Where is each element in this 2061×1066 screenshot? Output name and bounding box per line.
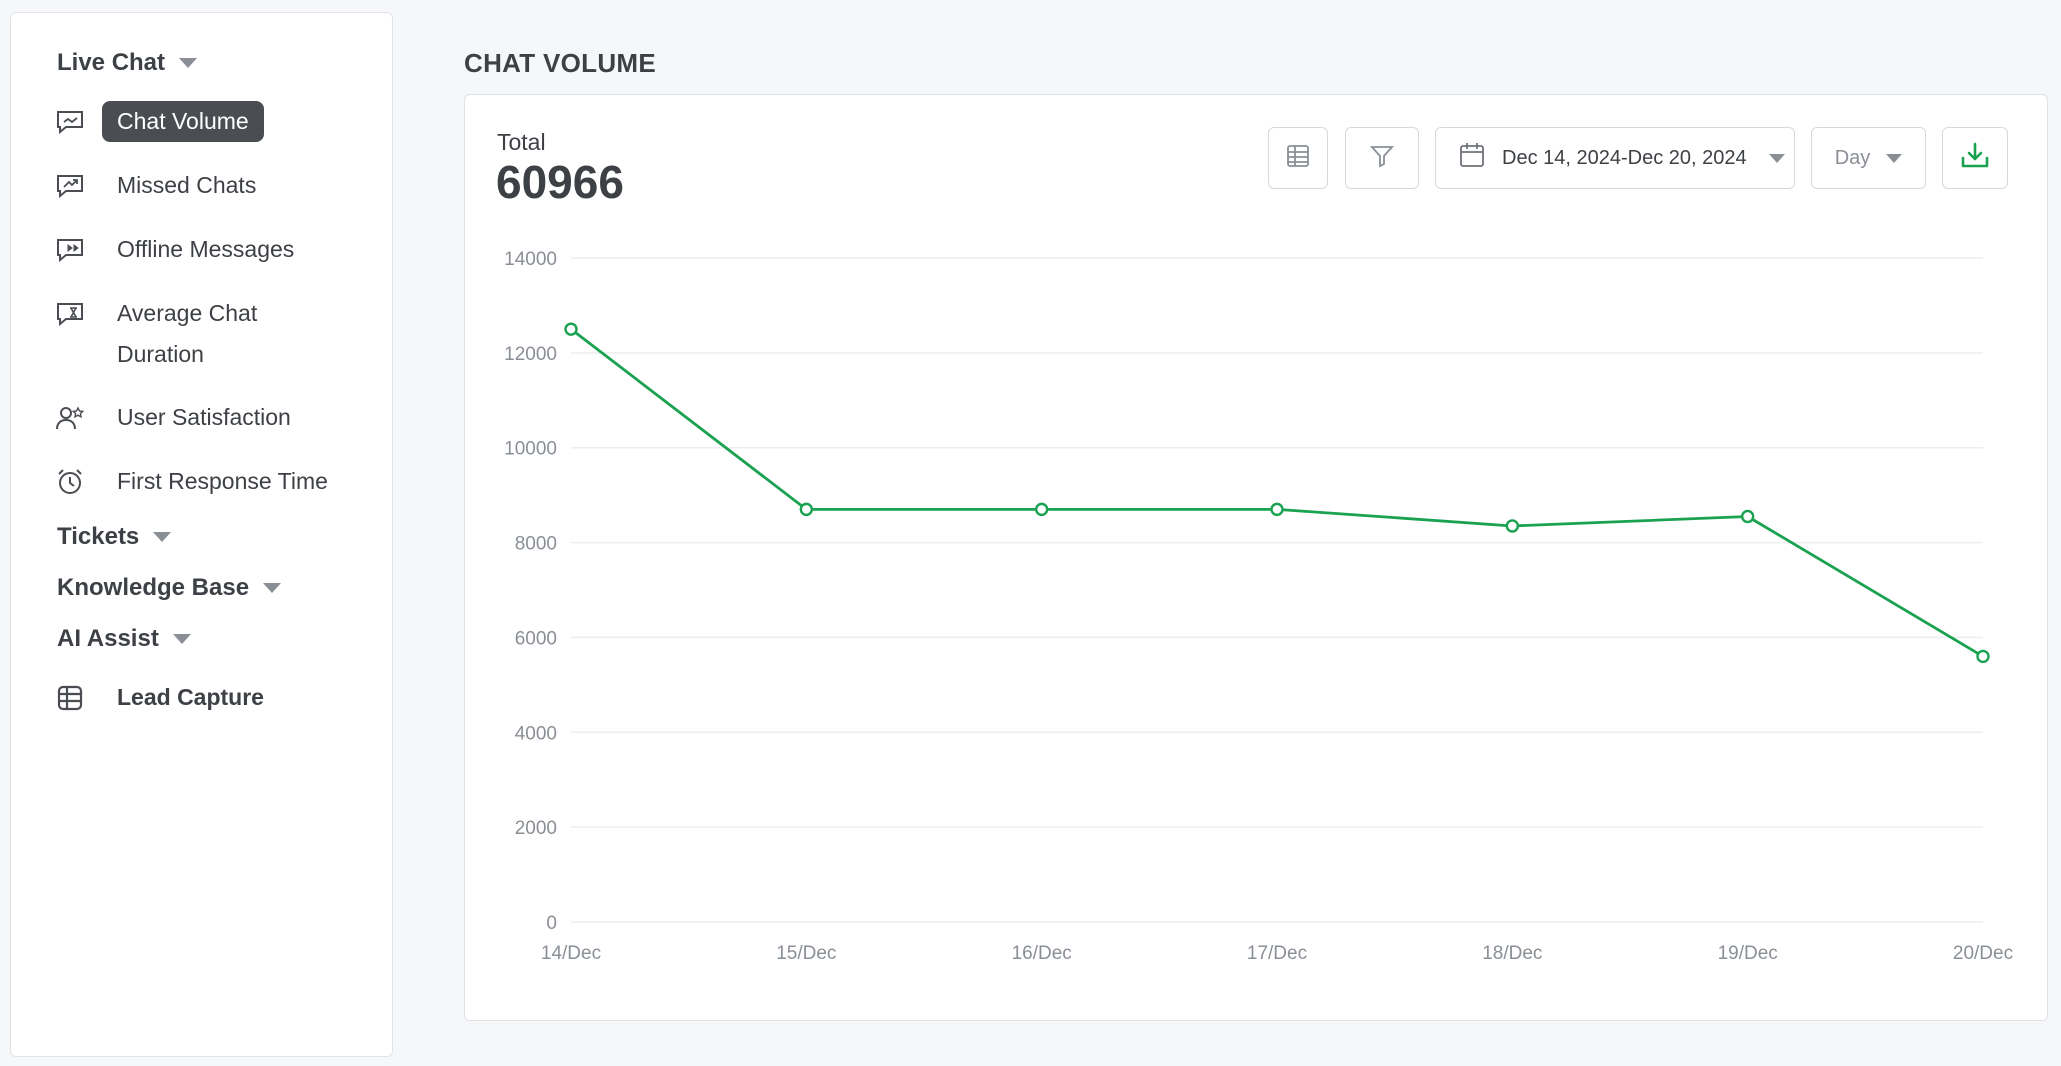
user-star-icon (53, 401, 87, 435)
y-tick-label: 10000 (504, 439, 557, 460)
table-icon (1285, 143, 1311, 174)
download-button[interactable] (1942, 127, 2008, 189)
chevron-down-icon (172, 634, 191, 644)
y-tick-label: 0 (546, 913, 557, 934)
x-tick-label: 15/Dec (776, 943, 836, 964)
series-line (570, 328, 1984, 658)
x-tick-label: 19/Dec (1718, 943, 1778, 964)
chat-volume-icon (53, 105, 87, 139)
sidebar-item-label: Chat Volume (102, 101, 264, 142)
table-view-button[interactable] (1268, 127, 1328, 189)
data-point (564, 322, 578, 336)
y-tick-label: 2000 (515, 818, 557, 839)
group-tickets[interactable]: Tickets (57, 523, 172, 551)
sidebar: Live Chat Chat Volume Missed Chats Offli… (10, 12, 393, 1057)
x-tick-label: 17/Dec (1247, 943, 1307, 964)
table-icon (53, 681, 87, 715)
chevron-down-icon (1768, 153, 1785, 163)
chevron-down-icon (1886, 153, 1903, 163)
sidebar-item-label: Average Chat Duration (117, 300, 258, 367)
sidebar-item-user-satisfaction[interactable]: User Satisfaction (53, 401, 291, 438)
download-icon (1959, 140, 1991, 177)
data-point (1976, 649, 1990, 664)
offline-messages-icon (53, 233, 87, 267)
missed-chats-icon (53, 169, 87, 203)
x-tick-label: 16/Dec (1012, 943, 1072, 964)
chat-volume-line-chart: 0 2000 4000 6000 8000 10000 12000 14000 14/Dec 15… (504, 249, 2013, 964)
data-point (1740, 509, 1755, 524)
x-tick-label: 14/Dec (541, 943, 601, 964)
y-tick-label: 12000 (504, 344, 557, 365)
sidebar-item-lead-capture[interactable]: Lead Capture (53, 681, 264, 718)
chevron-down-icon (179, 58, 198, 68)
chevron-down-icon (153, 532, 172, 542)
granularity-select[interactable]: Day (1811, 127, 1926, 189)
chart-card: Total 60966 Dec 14, 2024-Dec 20, 2024 Da… (464, 94, 2048, 1021)
chevron-down-icon (263, 583, 282, 593)
filter-icon (1369, 143, 1395, 174)
sidebar-item-label: First Response Time (117, 468, 328, 494)
granularity-value: Day (1834, 146, 1871, 169)
date-range-value: Dec 14, 2024-Dec 20, 2024 (1502, 146, 1747, 169)
alarm-clock-icon (53, 465, 87, 499)
hourglass-chat-icon (53, 297, 87, 331)
group-tickets-label: Tickets (57, 523, 140, 550)
sidebar-item-first-response-time[interactable]: First Response Time (53, 465, 328, 502)
group-knowledge-base-label: Knowledge Base (57, 574, 250, 601)
total-value: 60966 (496, 156, 624, 208)
sidebar-item-offline-messages[interactable]: Offline Messages (53, 233, 294, 270)
filter-button[interactable] (1345, 127, 1419, 189)
group-knowledge-base[interactable]: Knowledge Base (57, 574, 282, 602)
sidebar-item-missed-chats[interactable]: Missed Chats (53, 169, 256, 206)
data-point (1270, 502, 1284, 517)
sidebar-item-average-chat-duration[interactable]: Average Chat Duration (53, 297, 317, 375)
data-point (1505, 519, 1520, 533)
data-point (1034, 502, 1049, 517)
sidebar-item-chat-volume[interactable]: Chat Volume (53, 101, 264, 142)
data-point (799, 502, 814, 517)
sidebar-item-label: Missed Chats (117, 172, 257, 198)
y-tick-label: 6000 (515, 628, 557, 649)
total-label: Total (497, 129, 546, 155)
calendar-icon (1458, 141, 1486, 175)
date-range-picker[interactable]: Dec 14, 2024-Dec 20, 2024 (1435, 127, 1795, 189)
x-tick-label: 20/Dec (1953, 943, 2013, 964)
x-tick-label: 18/Dec (1482, 943, 1542, 964)
sidebar-item-label: Lead Capture (117, 684, 264, 710)
y-tick-label: 14000 (504, 249, 557, 270)
y-tick-label: 8000 (515, 534, 557, 555)
group-live-chat-label: Live Chat (57, 49, 166, 76)
page-title: CHAT VOLUME (464, 48, 657, 78)
group-ai-assist-label: AI Assist (57, 625, 159, 652)
group-live-chat[interactable]: Live Chat (57, 49, 198, 77)
group-ai-assist[interactable]: AI Assist (57, 625, 191, 653)
y-tick-label: 4000 (515, 723, 557, 744)
sidebar-item-label: User Satisfaction (117, 404, 291, 430)
sidebar-item-label: Offline Messages (117, 236, 295, 262)
